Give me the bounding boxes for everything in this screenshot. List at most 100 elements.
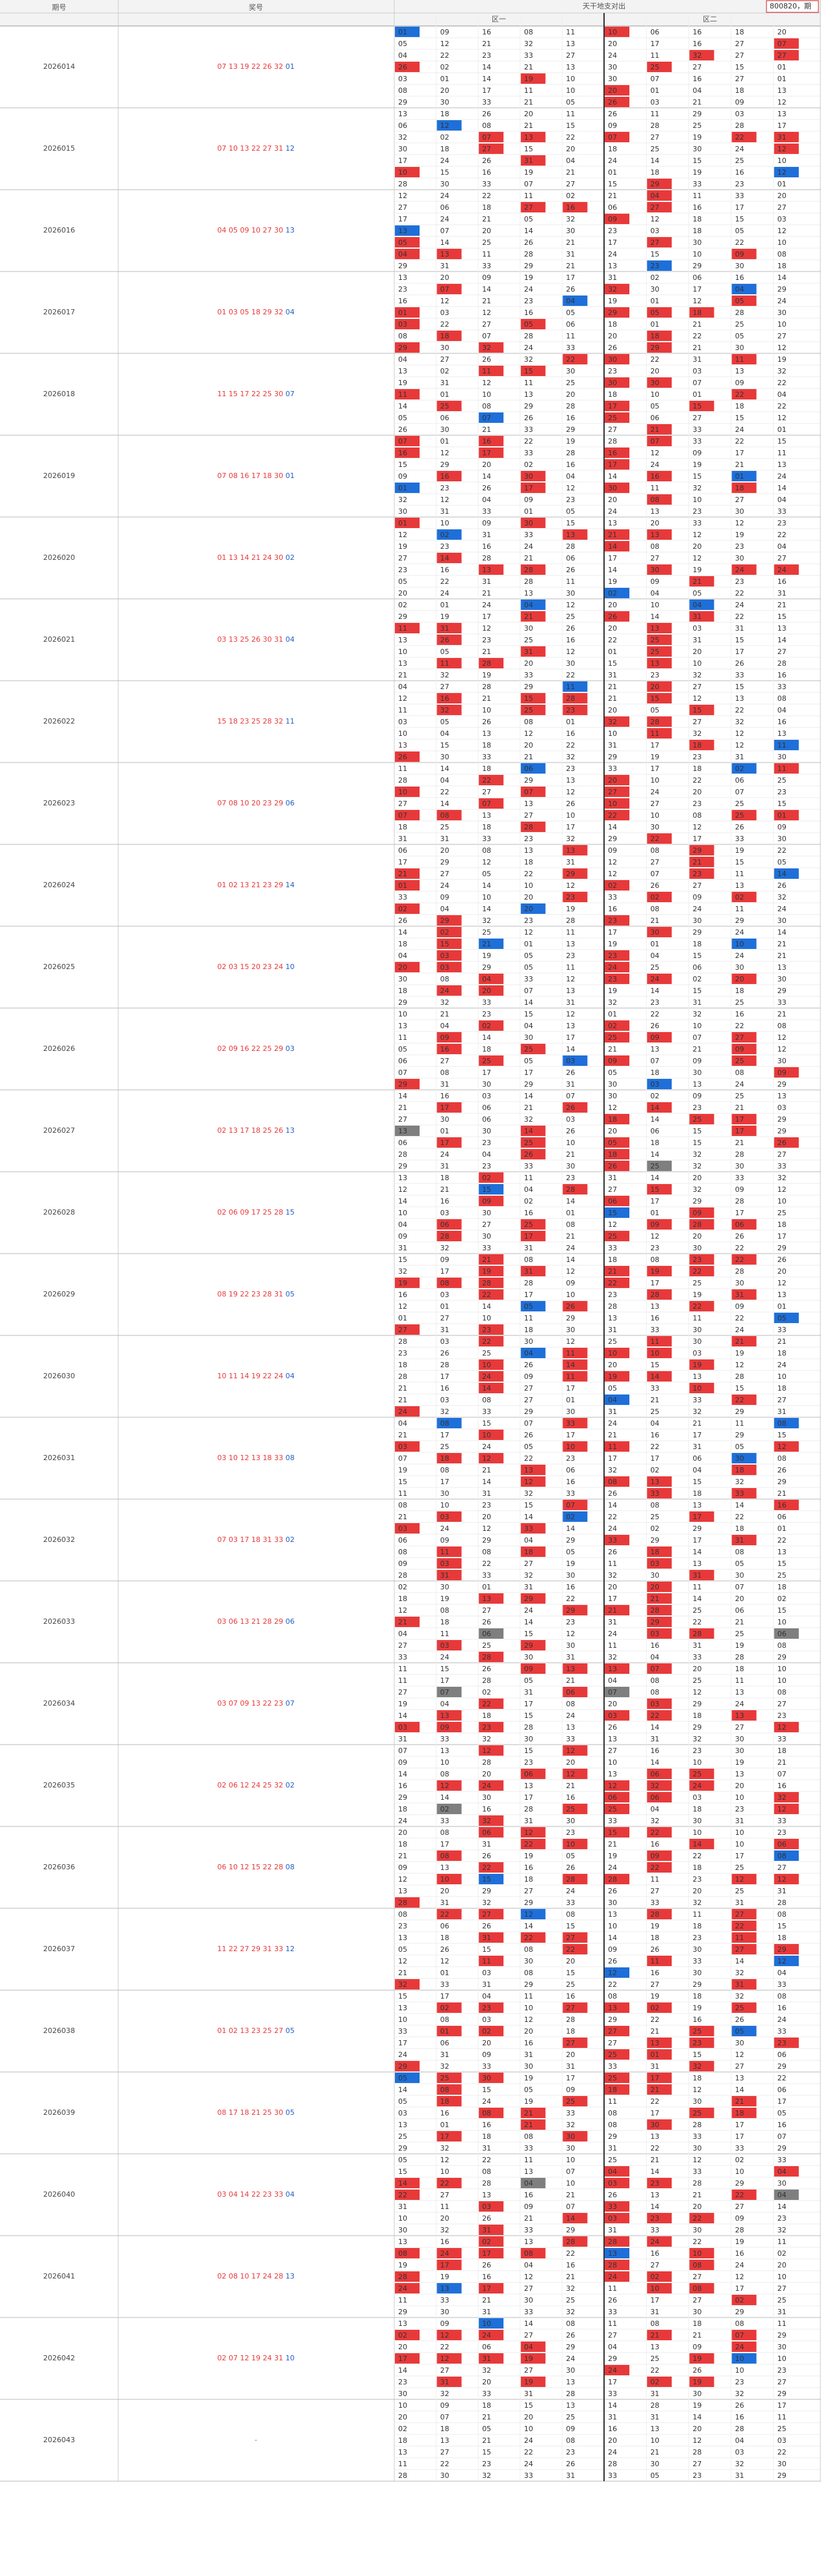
- cell-number: 10: [777, 2355, 787, 2363]
- cell-number: 20: [650, 367, 659, 375]
- cell-number: 10: [440, 1501, 449, 1509]
- cell-number: 33: [440, 1980, 449, 1989]
- cell-number: 11: [566, 1349, 575, 1357]
- cell-number: 18: [735, 28, 744, 36]
- cell-number: 27: [692, 718, 701, 726]
- issue-number: 2026026: [44, 1044, 75, 1053]
- cell-number: 31: [692, 612, 701, 621]
- cell-highlight: [479, 564, 504, 575]
- cell-number: 30: [650, 2121, 659, 2129]
- issue-number: 2026043: [44, 2436, 75, 2444]
- cell-number: 27: [777, 332, 787, 340]
- cell-number: 03: [692, 1793, 701, 1802]
- cell-highlight: [689, 2283, 714, 2293]
- cell-number: 19: [524, 2097, 533, 2106]
- cell-number: 10: [735, 940, 744, 948]
- cell-number: 27: [566, 2004, 575, 2012]
- issue-number: 2026016: [44, 226, 75, 234]
- cell-number: 11: [482, 367, 491, 375]
- search-box[interactable]: [766, 0, 819, 13]
- cell-number: 20: [650, 683, 659, 691]
- cell-highlight: [731, 1944, 757, 1954]
- cell-number: 12: [608, 1220, 617, 1229]
- cell-number: 24: [608, 2273, 617, 2281]
- cell-number: 11: [608, 1443, 617, 1451]
- cell-highlight: [647, 260, 672, 271]
- cell-number: 21: [482, 2413, 491, 2421]
- cell-highlight: [436, 985, 462, 996]
- cell-number: 07: [440, 227, 449, 235]
- cell-number: 29: [524, 1899, 533, 1907]
- cell-highlight: [605, 401, 629, 411]
- cell-number: 27: [524, 1559, 533, 1568]
- cell-number: 12: [608, 858, 617, 866]
- red-numbers: 02 03 15 20 23 24: [218, 963, 283, 971]
- cell-highlight: [479, 1722, 504, 1732]
- cell-number: 24: [735, 1700, 744, 1708]
- cell-number: 15: [608, 659, 617, 668]
- cell-number: 14: [482, 285, 491, 294]
- cell-number: 32: [482, 916, 491, 925]
- cell-number: 25: [735, 1092, 744, 1100]
- cell-number: 26: [482, 157, 491, 165]
- cell-number: 10: [735, 1793, 744, 1802]
- cell-number: 16: [482, 2121, 491, 2129]
- cell-number: 22: [566, 355, 575, 364]
- cell-number: 10: [608, 1758, 617, 1767]
- cell-highlight: [562, 1804, 588, 1814]
- cell-highlight: [647, 2073, 672, 2083]
- cell-number: 04: [398, 250, 407, 259]
- cell-number: 08: [777, 1910, 787, 1919]
- cell-highlight: [520, 2377, 546, 2387]
- cell-number: 15: [777, 437, 787, 446]
- cell-highlight: [605, 483, 629, 493]
- cell-highlight: [689, 2108, 714, 2118]
- cell-number: 20: [482, 2039, 491, 2047]
- cell-highlight: [520, 518, 546, 528]
- cell-number: 29: [524, 776, 533, 785]
- cell-number: 20: [608, 1361, 617, 1369]
- cell-number: 10: [650, 811, 659, 820]
- cell-number: 30: [735, 1735, 744, 1743]
- cell-number: 08: [524, 28, 533, 36]
- cell-highlight: [479, 132, 504, 142]
- cell-number: 16: [398, 1291, 407, 1299]
- cell-number: 15: [777, 1606, 787, 1615]
- cell-number: 09: [735, 1045, 744, 1054]
- cell-number: 02: [777, 1595, 787, 1603]
- cell-number: 13: [650, 1302, 659, 1311]
- blue-number: 06: [285, 799, 294, 807]
- cell-number: 27: [650, 858, 659, 866]
- cell-number: 30: [608, 1080, 617, 1089]
- cell-number: 02: [440, 1805, 449, 1813]
- cell-number: 31: [440, 2051, 449, 2059]
- cell-number: 28: [735, 1653, 744, 1661]
- cell-number: 23: [608, 1291, 617, 1299]
- cell-number: 33: [608, 1536, 617, 1545]
- cell-number: 09: [524, 1665, 533, 1673]
- cell-highlight: [395, 2330, 420, 2340]
- cell-number: 23: [566, 952, 575, 960]
- cell-number: 20: [608, 332, 617, 340]
- cell-number: 31: [650, 2413, 659, 2421]
- cell-number: 10: [566, 75, 575, 83]
- cell-number: 02: [650, 893, 659, 902]
- cell-number: 30: [566, 2144, 575, 2153]
- cell-number: 01: [440, 601, 449, 609]
- cell-number: 01: [440, 2027, 449, 2036]
- cell-number: 07: [650, 1057, 659, 1065]
- cell-number: 27: [398, 203, 407, 212]
- cell-number: 20: [440, 273, 449, 282]
- cell-number: 05: [608, 1139, 617, 1147]
- cell-number: 21: [608, 192, 617, 200]
- cell-number: 11: [608, 2319, 617, 2328]
- cell-number: 22: [692, 2238, 701, 2246]
- cell-number: 28: [777, 659, 787, 668]
- cell-number: 30: [524, 2062, 533, 2071]
- cell-number: 23: [777, 2366, 787, 2375]
- cell-number: 06: [440, 1220, 449, 1229]
- cell-number: 18: [608, 2086, 617, 2094]
- search-text[interactable]: 800820，期: [770, 2, 811, 10]
- cell-number: 31: [692, 355, 701, 364]
- cell-number: 11: [524, 2156, 533, 2164]
